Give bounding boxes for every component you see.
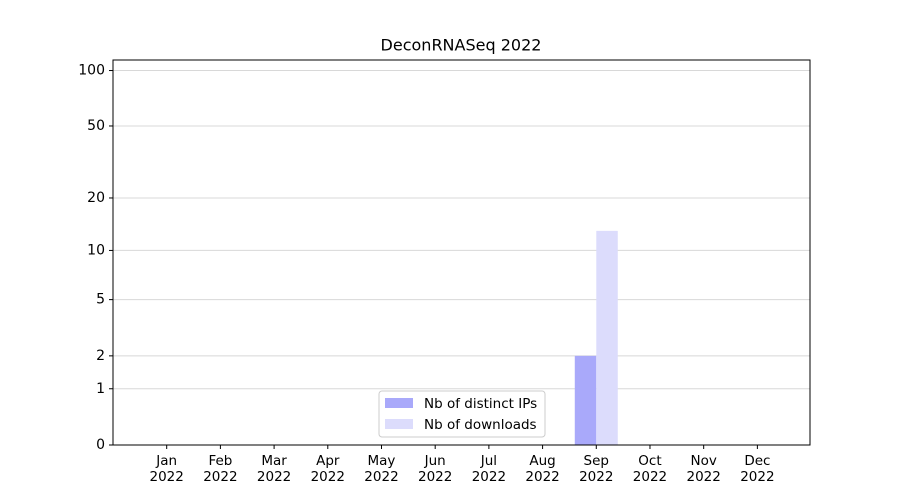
x-tick-label: Feb 2022: [203, 453, 238, 485]
y-tick-label: 20: [87, 190, 105, 206]
x-tick-label: Sep 2022: [579, 453, 614, 485]
x-tick-label: May 2022: [364, 453, 399, 485]
x-tick-label: Mar 2022: [256, 453, 292, 485]
y-tick-label: 10: [87, 242, 105, 258]
legend-swatch: [385, 398, 413, 408]
x-tick-label: Jul 2022: [471, 453, 507, 485]
y-tick-label: 5: [96, 292, 105, 308]
x-tick-label: Nov 2022: [686, 453, 721, 485]
x-tick-label: Jun 2022: [418, 453, 453, 485]
y-tick-label: 2: [96, 348, 105, 364]
x-tick-label: Dec 2022: [740, 453, 775, 485]
legend-box: [378, 390, 546, 438]
legend-label: Nb of distinct IPs: [424, 396, 537, 412]
bar: [596, 230, 618, 445]
y-tick-label: 0: [96, 437, 105, 453]
bar: [574, 355, 597, 445]
x-tick-label: Apr 2022: [310, 453, 345, 485]
x-tick-label: Jan 2022: [149, 453, 184, 485]
x-tick-label: Oct 2022: [632, 453, 668, 485]
legend-label: Nb of downloads: [424, 417, 537, 433]
y-tick-label: 50: [87, 118, 105, 134]
y-tick-label: 1: [96, 381, 105, 397]
legend-swatch: [385, 419, 413, 429]
y-tick-label: 100: [78, 63, 105, 79]
plot-frame: [112, 59, 811, 446]
chart-title: DeconRNASeq 2022: [381, 36, 542, 55]
x-tick-label: Aug 2022: [525, 453, 560, 485]
